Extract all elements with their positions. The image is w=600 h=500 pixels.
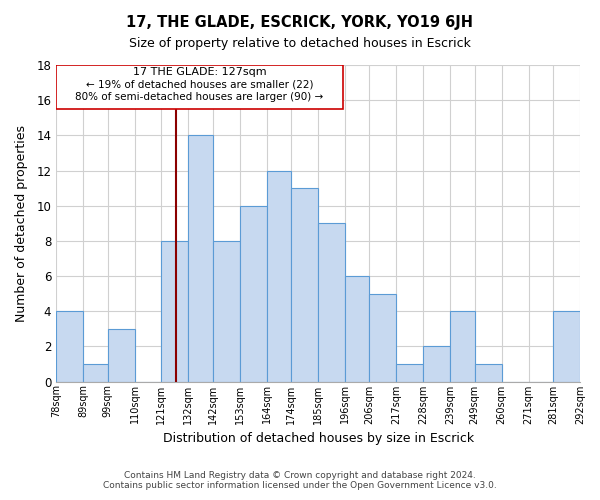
- Bar: [450, 311, 475, 382]
- Bar: [553, 311, 580, 382]
- Bar: [345, 276, 370, 382]
- Text: 17, THE GLADE, ESCRICK, YORK, YO19 6JH: 17, THE GLADE, ESCRICK, YORK, YO19 6JH: [127, 15, 473, 30]
- Text: Contains HM Land Registry data © Crown copyright and database right 2024.
Contai: Contains HM Land Registry data © Crown c…: [103, 470, 497, 490]
- Bar: [213, 241, 240, 382]
- Bar: [161, 241, 188, 382]
- Bar: [266, 170, 291, 382]
- X-axis label: Distribution of detached houses by size in Escrick: Distribution of detached houses by size …: [163, 432, 473, 445]
- Bar: [397, 364, 424, 382]
- FancyBboxPatch shape: [56, 65, 343, 109]
- Y-axis label: Number of detached properties: Number of detached properties: [15, 125, 28, 322]
- Bar: [83, 364, 107, 382]
- Text: 17 THE GLADE: 127sqm: 17 THE GLADE: 127sqm: [133, 67, 266, 77]
- Bar: [240, 206, 266, 382]
- Bar: [291, 188, 318, 382]
- Bar: [107, 329, 134, 382]
- Text: ← 19% of detached houses are smaller (22): ← 19% of detached houses are smaller (22…: [86, 80, 313, 90]
- Bar: [370, 294, 397, 382]
- Text: 80% of semi-detached houses are larger (90) →: 80% of semi-detached houses are larger (…: [75, 92, 323, 102]
- Text: Size of property relative to detached houses in Escrick: Size of property relative to detached ho…: [129, 38, 471, 51]
- Bar: [318, 224, 345, 382]
- Bar: [424, 346, 450, 382]
- Bar: [188, 136, 213, 382]
- Bar: [56, 311, 83, 382]
- Bar: [475, 364, 502, 382]
